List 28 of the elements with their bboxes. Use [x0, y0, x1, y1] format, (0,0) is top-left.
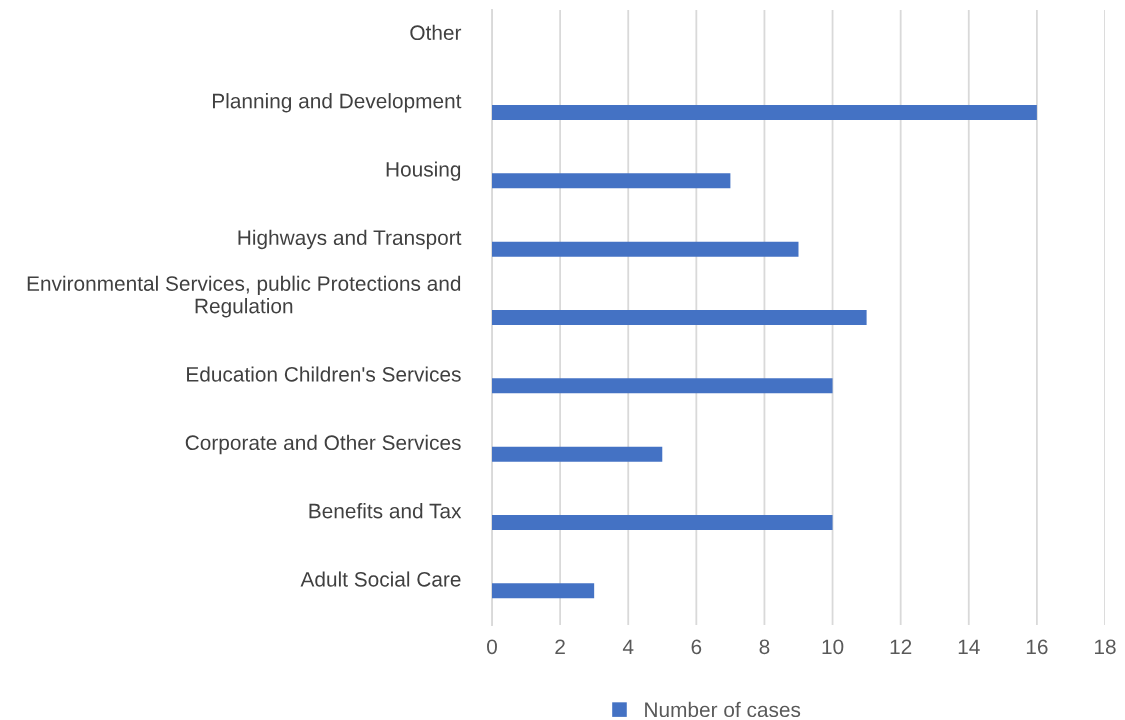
bar — [492, 583, 595, 599]
x-tick-label: 4 — [622, 639, 634, 654]
bar — [492, 241, 799, 257]
y-tick-label: Corporate and Other Services — [185, 434, 461, 455]
y-tick-label: Adult Social Care — [300, 571, 461, 587]
x-tick-label: 6 — [691, 639, 702, 655]
x-tick-label: 2 — [555, 639, 565, 654]
x-tick-label: 12 — [890, 639, 912, 654]
x-tick-label: 8 — [759, 639, 770, 655]
bar — [492, 173, 731, 189]
y-tick-label: Environmental Services, public Protections and Regulation — [27, 275, 461, 318]
bar — [492, 446, 663, 462]
legend-label: Number of cases — [645, 701, 801, 718]
x-tick-label: 16 — [1026, 639, 1048, 655]
bar — [492, 378, 833, 394]
y-tick-label: Housing — [386, 161, 461, 181]
y-tick-label: Planning and Development — [213, 93, 462, 113]
x-tick-label: 0 — [487, 639, 497, 655]
y-tick-label: Education Children's Services — [187, 366, 461, 382]
y-tick-label: Highways and Transport — [238, 229, 462, 250]
x-tick-label: 14 — [958, 639, 980, 654]
x-tick-label: 10 — [822, 639, 844, 655]
bar — [492, 514, 833, 531]
y-tick-label: Other — [410, 24, 462, 41]
x-tick-label: 18 — [1095, 639, 1116, 655]
bar — [492, 104, 1037, 121]
bar — [492, 309, 867, 326]
y-tick-label: Benefits and Tax — [309, 503, 462, 519]
